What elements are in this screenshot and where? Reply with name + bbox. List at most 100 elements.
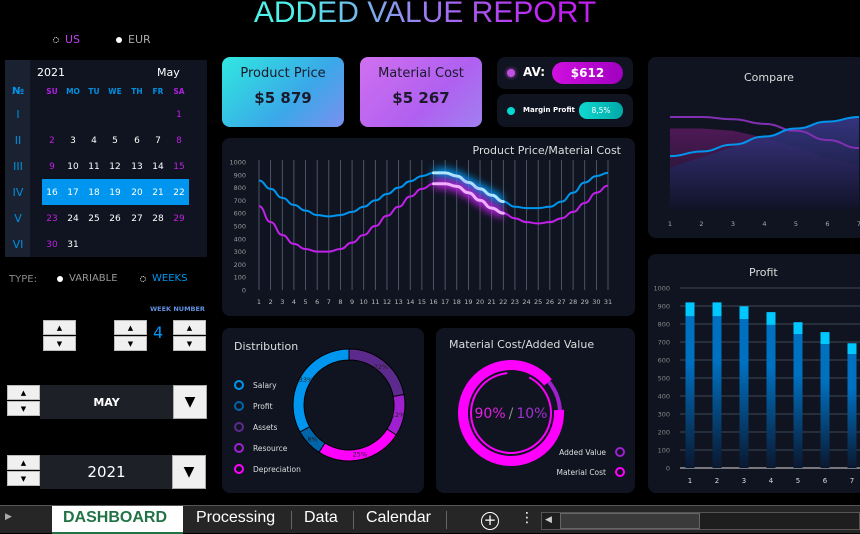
calendar-day[interactable]: 3	[70, 136, 76, 146]
tab-calendar[interactable]: Calendar	[366, 509, 431, 526]
kpi-value: $5 879	[254, 89, 312, 107]
calendar-day[interactable]: 15	[173, 162, 185, 172]
calendar-day[interactable]: 28	[152, 214, 164, 224]
calendar-day[interactable]: 29	[173, 214, 185, 224]
x-tick-label: 2	[269, 298, 273, 306]
calendar-day[interactable]: 25	[88, 214, 100, 224]
add-sheet-icon[interactable]: +	[481, 512, 499, 530]
tab-data[interactable]: Data	[304, 509, 338, 526]
x-tick-label: 9	[350, 298, 354, 306]
legend-material-cost: Material Cost	[556, 467, 625, 477]
calendar-day[interactable]: 18	[88, 188, 100, 198]
calendar-day[interactable]: 22	[173, 188, 185, 198]
calendar-day[interactable]: 10	[67, 162, 79, 172]
calendar-day[interactable]: 31	[67, 240, 79, 250]
slice-label: 8%	[307, 436, 317, 444]
calendar-day[interactable]: 5	[112, 136, 118, 146]
type-weeks-radio[interactable]: WEEKS	[140, 273, 187, 284]
tab-dashboard[interactable]	[52, 506, 183, 534]
calendar-day[interactable]: 1	[176, 110, 182, 120]
type-label: TYPE:	[9, 274, 37, 285]
scrollbar-thumb[interactable]	[560, 513, 700, 529]
up-arrow-icon[interactable]: ▲	[7, 455, 40, 470]
scroll-left-icon[interactable]: ▶	[5, 512, 12, 522]
down-arrow-icon[interactable]: ▼	[43, 336, 76, 351]
calendar-day[interactable]: 26	[109, 214, 121, 224]
spinner-2[interactable]: ▲ ▼	[114, 320, 147, 352]
up-arrow-icon[interactable]: ▲	[173, 320, 206, 335]
year-select[interactable]: 2021	[40, 455, 173, 489]
y-tick-label: 500	[658, 375, 670, 383]
calendar-day[interactable]: 4	[91, 136, 97, 146]
page-title: ADDED VALUE REPORT	[0, 0, 850, 30]
calendar-day[interactable]: 9	[49, 162, 55, 172]
radio-icon	[53, 36, 59, 43]
slice-label: 22%	[374, 363, 388, 371]
year-spinner[interactable]: ▲ ▼	[7, 455, 40, 487]
calendar-day[interactable]: 12	[109, 162, 121, 172]
chevron-down-icon[interactable]: ▼	[173, 385, 207, 419]
spinner-1[interactable]: ▲ ▼	[43, 320, 76, 352]
up-arrow-icon[interactable]: ▲	[43, 320, 76, 335]
calendar-day[interactable]: 30	[46, 240, 58, 250]
x-tick-label: 4	[762, 220, 766, 228]
down-arrow-icon[interactable]: ▼	[7, 471, 40, 486]
calendar-day[interactable]: 27	[131, 214, 143, 224]
chevron-down-icon[interactable]: ▼	[172, 455, 206, 489]
month-select[interactable]: MAY	[40, 385, 173, 419]
profit-chart: 0 100 200 300 400 500 600 700 800 900 1000 1 2 3 4 5 6 7	[653, 285, 860, 485]
calendar-day[interactable]: 20	[131, 188, 143, 198]
y-tick-label: 0	[242, 287, 246, 295]
down-arrow-icon[interactable]: ▼	[114, 336, 147, 351]
added-value-arc	[547, 380, 562, 411]
calendar-day[interactable]: 24	[67, 214, 79, 224]
selected-week-highlight	[42, 179, 189, 205]
calendar-day[interactable]: 21	[152, 188, 164, 198]
y-tick-label: 200	[234, 261, 246, 269]
weekday-header: FR	[152, 87, 164, 96]
scroll-left-arrow-icon[interactable]: ◀	[545, 515, 552, 525]
week-number-spinner[interactable]: ▲ ▼	[173, 320, 206, 352]
calendar-day[interactable]: 11	[88, 162, 100, 172]
calendar-day[interactable]: 17	[67, 188, 79, 198]
week-label: II	[14, 134, 22, 147]
type-variable-radio[interactable]: VARIABLE	[57, 273, 118, 284]
down-arrow-icon[interactable]: ▼	[7, 401, 40, 416]
tab-processing[interactable]: Processing	[196, 509, 276, 526]
calendar-day[interactable]: 8	[176, 136, 182, 146]
calendar-day[interactable]: 6	[134, 136, 140, 146]
x-tick-label: 3	[742, 477, 746, 485]
x-tick-label: 1	[668, 220, 672, 228]
radio-icon	[57, 275, 63, 282]
calendar-day[interactable]: 13	[131, 162, 143, 172]
profit-bar-base	[739, 319, 749, 468]
currency-eur-radio[interactable]: EUR	[116, 33, 151, 46]
no-label: №	[11, 86, 25, 97]
calendar-day[interactable]: 16	[46, 188, 58, 198]
compare-line-1	[670, 116, 860, 150]
profit-bar-top	[712, 302, 722, 317]
x-tick-label: 8	[338, 298, 342, 306]
x-tick-label: 11	[371, 298, 379, 306]
tab-dashboard-label[interactable]: DASHBOARD	[63, 509, 167, 526]
x-tick-label: 2	[699, 220, 703, 228]
calendar-day[interactable]: 14	[152, 162, 164, 172]
horizontal-scrollbar[interactable]: ◀	[541, 512, 860, 530]
calendar-day[interactable]: 7	[155, 136, 161, 146]
up-arrow-icon[interactable]: ▲	[114, 320, 147, 335]
x-tick-label: 20	[476, 298, 484, 306]
margin-dot-icon	[507, 107, 515, 115]
x-tick-label: 15	[418, 298, 426, 306]
slash-divider: /	[508, 406, 514, 422]
currency-us-radio[interactable]: US	[53, 33, 80, 46]
down-arrow-icon[interactable]: ▼	[173, 336, 206, 351]
calendar-day[interactable]: 19	[109, 188, 121, 198]
calendar-day[interactable]: 23	[46, 214, 58, 224]
calendar-day[interactable]: 2	[49, 136, 55, 146]
month-spinner[interactable]: ▲ ▼	[7, 385, 40, 417]
more-options-icon[interactable]: ⋮	[520, 510, 534, 526]
up-arrow-icon[interactable]: ▲	[7, 385, 40, 400]
x-tick-label: 6	[823, 477, 828, 485]
kpi-label: Material Cost	[378, 66, 464, 81]
